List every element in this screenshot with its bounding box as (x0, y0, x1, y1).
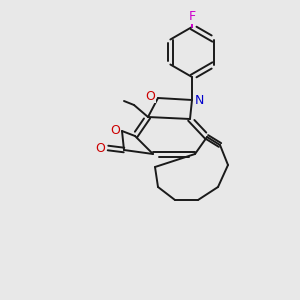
Text: O: O (145, 89, 155, 103)
Text: O: O (95, 142, 105, 154)
Text: N: N (194, 94, 204, 106)
Text: O: O (110, 124, 120, 137)
Text: F: F (188, 11, 196, 23)
